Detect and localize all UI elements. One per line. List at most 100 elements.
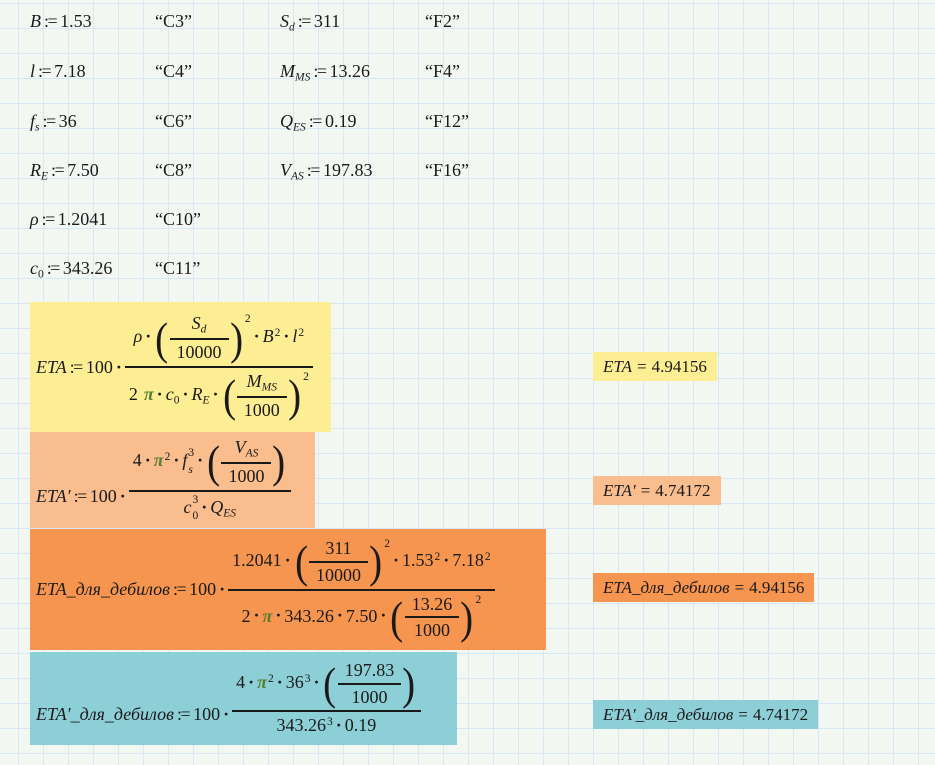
fraction-bar (124, 366, 313, 368)
var-QES: Q (210, 496, 224, 517)
denominator: 2 π · c0 · RE ·(MMS 1000) 2 (125, 371, 313, 421)
numerator: 4 · π2 · f 3 s ·(VAS 1000) (129, 437, 291, 487)
formula-lhs: ETA′:= 100 · (36, 486, 129, 507)
definition-c0[interactable]: c0:= 343.26 (30, 257, 112, 281)
variable-name: Q (280, 111, 293, 131)
number-fs: 36 (285, 671, 304, 692)
definition-RE[interactable]: RE:= 7.50 (30, 159, 99, 183)
cell-ref-C6[interactable]: “C6” (155, 111, 192, 131)
multiply-operator: · (119, 485, 126, 506)
inner-denominator: 1000 (351, 686, 388, 707)
var-B: B (262, 326, 274, 347)
result-value: 4.74172 (752, 705, 809, 724)
fraction-bar (169, 338, 229, 341)
variable-name: c (30, 258, 38, 278)
result-eta[interactable]: ETA = 4.94156 (593, 352, 717, 381)
equals-operator: = (738, 705, 748, 724)
exponent: 3 (304, 672, 311, 685)
assign-operator: := (44, 11, 58, 31)
cell-ref-C10[interactable]: “C10” (155, 209, 201, 229)
definition-rho[interactable]: ρ:= 1.2041 (30, 208, 107, 232)
assign-operator: := (51, 160, 65, 180)
definition-l[interactable]: l:= 7.18 (30, 60, 86, 84)
number-c0: 343.26 (284, 605, 334, 626)
variable-subscript: MS (295, 71, 311, 84)
number-2: 2 (128, 383, 138, 404)
result-eta-prime[interactable]: ETA′ = 4.74172 (593, 476, 721, 505)
definition-MMS[interactable]: MMS:= 13.26 (280, 60, 370, 84)
variable-subscript: 0 (38, 268, 44, 281)
var-subscript: s (188, 463, 193, 476)
definition-fs[interactable]: fs:= 36 (30, 110, 77, 134)
definition-VAS[interactable]: VAS:= 197.83 (280, 159, 372, 183)
variable-value: 0.19 (324, 111, 357, 131)
exponent: 2 (303, 371, 309, 383)
paren-group: (13.26 1000) 2 (389, 594, 482, 641)
cell-ref-F12[interactable]: “F12” (425, 111, 469, 131)
pi-symbol: π (143, 383, 154, 404)
equals-operator: = (636, 357, 647, 376)
right-paren: ) (402, 658, 416, 710)
cell-ref-C4[interactable]: “C4” (155, 61, 192, 81)
paren-group: (VAS 1000) (206, 437, 287, 487)
fraction-bar (337, 682, 402, 685)
paren-group: (197.83 1000) (322, 660, 416, 707)
variable-value: 7.50 (67, 160, 99, 180)
number-l: 7.18 (452, 549, 484, 570)
multiply-operator: · (212, 383, 219, 404)
result-value: 4.94156 (651, 357, 707, 376)
cell-ref-C11[interactable]: “C11” (155, 258, 201, 278)
formula-eta-prime-dlya-debilov[interactable]: ETA′_для_дебилов:= 100 · 4 · π2 · 363 ·(197.83 1… (30, 652, 457, 745)
numerator: ρ ·(Sd 10000) 2 · B2 · l2 (130, 313, 309, 363)
number-rho: 1.2041 (232, 549, 282, 570)
multiply-operator: · (335, 715, 342, 736)
numerator: 1.2041 ·(311 10000) 2 · 1.532 · 7.182 (228, 538, 494, 585)
coefficient: 100 (85, 356, 113, 377)
assign-operator: := (41, 209, 56, 229)
pi-symbol: π (153, 450, 164, 471)
multiply-operator: · (443, 549, 450, 570)
formula-eta[interactable]: ETA:= 100 · ρ ·(Sd 10000) 2 · B2 · l2 2 π · c0 · RE ·(M… (30, 302, 331, 432)
variable-name: R (30, 160, 41, 180)
multiply-operator: · (173, 450, 180, 471)
paren-group: (MMS 1000) 2 (222, 371, 309, 421)
result-eta-dlya-debilov[interactable]: ETA_для_дебилов = 4.94156 (593, 573, 815, 602)
var-subscript: 0 (192, 510, 199, 523)
assign-operator: := (38, 61, 52, 81)
inner-numerator: MMS (240, 371, 284, 394)
formula-expression: ETA′:= 100 · 4 · π2 · f 3 s ·(VAS 1000) c 3 0 · QES (30, 437, 291, 523)
formula-lhs: ETA′_для_дебилов:= 100 · (36, 704, 232, 725)
result-eta-prime-dlya-debilov[interactable]: ETA′_для_дебилов = 4.74172 (593, 700, 819, 729)
coefficient: 100 (189, 579, 217, 599)
cell-ref-F2[interactable]: “F2” (425, 11, 460, 31)
assign-operator: := (308, 111, 323, 131)
coefficient: 100 (89, 485, 117, 506)
var-subscript: MS (261, 381, 277, 394)
equals-operator: = (640, 481, 651, 500)
cell-ref-C3[interactable]: “C3” (155, 11, 192, 31)
variable-name: ρ (30, 209, 39, 229)
cell-ref-C8[interactable]: “C8” (155, 160, 192, 180)
formula-eta-dlya-debilov[interactable]: ETA_для_дебилов:= 100 · 1.2041 ·(311 10000) 2… (30, 529, 546, 650)
definition-Sd[interactable]: Sd:= 311 (280, 10, 340, 34)
definition-B[interactable]: B:= 1.53 (30, 10, 92, 34)
result-value: 4.74172 (655, 481, 711, 500)
denominator: 343.263 · 0.19 (272, 715, 380, 737)
inner-fraction: MMS 1000 (236, 371, 287, 421)
cell-ref-F16[interactable]: “F16” (425, 160, 469, 180)
exponent: 2 (434, 550, 441, 563)
multiply-operator: · (182, 383, 189, 404)
inner-numerator: 311 (325, 538, 352, 559)
formula-eta-prime[interactable]: ETA′:= 100 · 4 · π2 · f 3 s ·(VAS 1000) c 3 0 · QES (30, 432, 315, 528)
var-MMS: M (246, 371, 262, 391)
definition-QES[interactable]: QES:= 0.19 (280, 110, 356, 134)
variable-name: S (280, 11, 289, 31)
variable-subscript: E (41, 170, 49, 183)
multiply-operator: · (145, 326, 152, 347)
cell-ref-F4[interactable]: “F4” (425, 61, 460, 81)
variable-name: B (30, 11, 41, 31)
multiply-operator: · (393, 549, 400, 570)
inner-fraction: Sd 10000 (169, 313, 229, 363)
paren-group: (Sd 10000) 2 (154, 313, 250, 363)
